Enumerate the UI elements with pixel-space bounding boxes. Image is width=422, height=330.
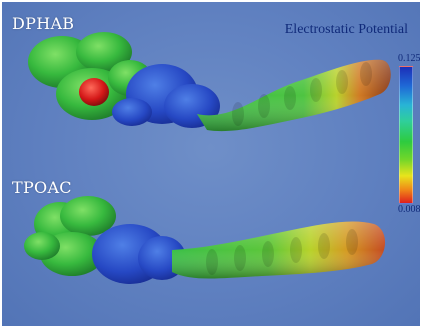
- dphab-surface: [28, 32, 391, 132]
- color-scale-bar: [399, 66, 413, 204]
- tpoac-label: TPOAC: [12, 178, 72, 197]
- tpoac-surface: [24, 196, 386, 284]
- legend-title: Electrostatic Potential: [284, 22, 408, 37]
- legend-max-value: 0.125: [398, 53, 420, 64]
- dphab-label: DPHAB: [12, 14, 75, 33]
- legend-min-value: 0.008: [398, 204, 420, 215]
- molecule-surfaces: [24, 32, 391, 284]
- figure-panel: DPHAB TPOAC Electrostatic Potential 0.12…: [2, 2, 420, 326]
